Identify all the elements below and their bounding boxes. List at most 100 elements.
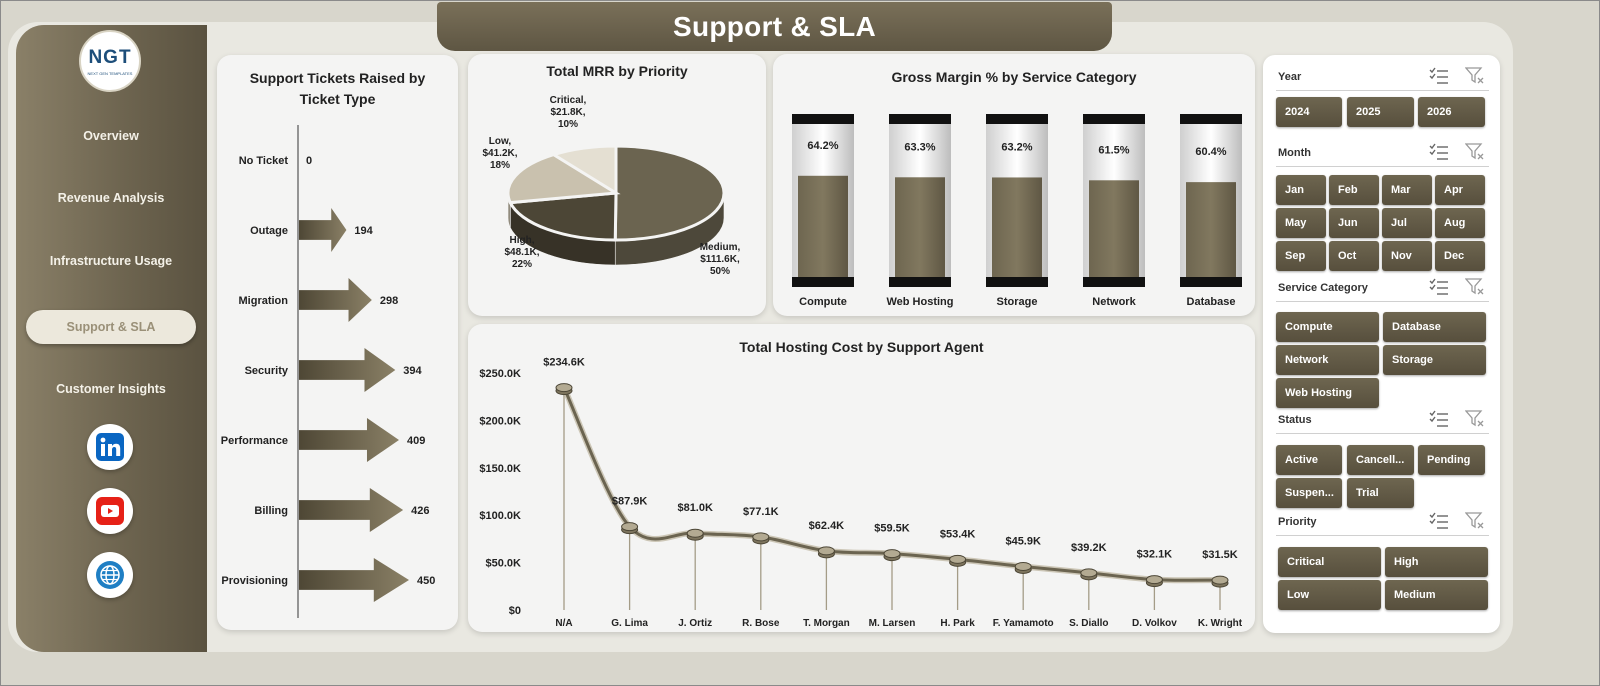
hosting-category-label: D. Volkov	[1132, 618, 1177, 629]
margin-cylinder-base	[986, 277, 1048, 287]
month-dec-button[interactable]: Dec	[1435, 241, 1485, 271]
tickets-category-label: No Ticket	[239, 155, 289, 167]
margin-value-label: 61.5%	[1098, 144, 1129, 156]
clear-filter-icon[interactable]	[1464, 67, 1485, 90]
priority-high-button[interactable]: High	[1385, 547, 1488, 577]
month-jan-button[interactable]: Jan	[1276, 175, 1326, 205]
service-slicer-title: Service Category	[1278, 282, 1368, 294]
hosting-y-tick-label: $50.0K	[486, 558, 522, 570]
status-active-button[interactable]: Active	[1276, 445, 1342, 475]
tickets-category-label: Performance	[221, 435, 288, 447]
margin-cylinder-cap	[792, 114, 854, 124]
hosting-data-label: $77.1K	[743, 506, 779, 518]
service-network-button[interactable]: Network	[1276, 345, 1379, 375]
hosting-category-label: F. Yamamoto	[993, 618, 1054, 629]
hosting-panel: Total Hosting Cost by Support Agent $0 $5…	[468, 324, 1255, 632]
clear-filter-icon[interactable]	[1464, 143, 1485, 166]
nav-overview[interactable]: Overview	[83, 129, 139, 143]
margin-cylinder-base	[889, 277, 951, 287]
tickets-arrow-bar	[299, 558, 409, 602]
month-jun-button[interactable]: Jun	[1329, 208, 1379, 238]
margin-cylinder-cap	[986, 114, 1048, 124]
priority-critical-button[interactable]: Critical	[1278, 547, 1381, 577]
hosting-data-label: $39.2K	[1071, 542, 1107, 554]
hosting-category-label: J. Ortiz	[678, 618, 712, 629]
hosting-category-label: N/A	[555, 618, 572, 629]
tickets-value-label: 450	[417, 575, 435, 587]
pie-data-label: High,	[510, 235, 535, 246]
month-mar-button[interactable]: Mar	[1382, 175, 1432, 205]
month-aug-button[interactable]: Aug	[1435, 208, 1485, 238]
margin-chart-title: Gross Margin % by Service Category	[891, 69, 1137, 85]
margin-category-label: Database	[1187, 296, 1236, 308]
month-jul-button[interactable]: Jul	[1382, 208, 1432, 238]
month-nov-button[interactable]: Nov	[1382, 241, 1432, 271]
pie-data-label: $111.6K,	[700, 254, 740, 265]
hosting-point-marker-top	[883, 549, 901, 559]
mrr-chart-title: Total MRR by Priority	[546, 63, 688, 79]
nav-customer-insights[interactable]: Customer Insights	[56, 382, 166, 396]
month-feb-button[interactable]: Feb	[1329, 175, 1379, 205]
pie-data-label: $48.1K,	[504, 247, 539, 258]
sidebar: NGT NEXT GEN TEMPLATES Overview Revenue …	[16, 25, 207, 652]
tickets-arrow-bar	[299, 488, 404, 532]
service-database-button[interactable]: Database	[1383, 312, 1486, 342]
priority-medium-button[interactable]: Medium	[1385, 580, 1488, 610]
tickets-value-label: 394	[403, 365, 422, 377]
multi-select-icon[interactable]	[1429, 512, 1449, 535]
globe-icon[interactable]	[87, 552, 133, 598]
youtube-icon[interactable]	[87, 488, 133, 534]
hosting-category-label: T. Morgan	[803, 618, 850, 629]
margin-cylinder-cap	[1083, 114, 1145, 124]
year-2024-button[interactable]: 2024	[1276, 97, 1342, 127]
tickets-value-label: 194	[354, 225, 373, 237]
linkedin-icon[interactable]	[87, 424, 133, 470]
hosting-point-marker-top	[1145, 575, 1163, 585]
service-storage-button[interactable]: Storage	[1383, 345, 1486, 375]
tickets-title-line2: Ticket Type	[299, 91, 376, 107]
multi-select-icon[interactable]	[1429, 67, 1449, 90]
priority-low-button[interactable]: Low	[1278, 580, 1381, 610]
status-trial-button[interactable]: Trial	[1347, 478, 1414, 508]
hosting-category-label: M. Larsen	[869, 618, 916, 629]
logo-text: NGT	[88, 46, 132, 68]
margin-cylinder-base	[1083, 277, 1145, 287]
margin-fill-bar	[798, 175, 848, 283]
multi-select-icon[interactable]	[1429, 143, 1449, 166]
pie-data-label: $41.2K,	[482, 148, 517, 159]
status-pending-button[interactable]: Pending	[1418, 445, 1485, 475]
hosting-point-marker-top	[949, 554, 967, 564]
month-may-button[interactable]: May	[1276, 208, 1326, 238]
hosting-y-tick-label: $200.0K	[479, 415, 521, 427]
margin-cylinder-base	[792, 277, 854, 287]
tickets-arrow-bar	[299, 348, 396, 392]
hosting-category-label: K. Wright	[1198, 618, 1243, 629]
tickets-value-label: 426	[411, 505, 429, 517]
month-apr-button[interactable]: Apr	[1435, 175, 1485, 205]
nav-support-sla[interactable]: Support & SLA	[26, 310, 196, 344]
hosting-data-label: $59.5K	[874, 523, 910, 535]
status-cancelled-button[interactable]: Cancell...	[1347, 445, 1414, 475]
tickets-category-label: Outage	[250, 225, 288, 237]
clear-filter-icon[interactable]	[1464, 512, 1485, 535]
hosting-category-label: H. Park	[940, 618, 975, 629]
service-web-hosting-button[interactable]: Web Hosting	[1276, 378, 1379, 408]
pie-data-label: 50%	[710, 266, 730, 277]
year-slicer-title: Year	[1278, 71, 1302, 83]
tickets-value-label: 298	[380, 295, 398, 307]
month-sep-button[interactable]: Sep	[1276, 241, 1326, 271]
clear-filter-icon[interactable]	[1464, 278, 1485, 301]
status-suspended-button[interactable]: Suspen...	[1276, 478, 1342, 508]
nav-infrastructure-usage[interactable]: Infrastructure Usage	[49, 254, 173, 268]
pie-data-label: 10%	[558, 119, 578, 130]
multi-select-icon[interactable]	[1429, 410, 1449, 433]
service-compute-button[interactable]: Compute	[1276, 312, 1379, 342]
multi-select-icon[interactable]	[1429, 278, 1449, 301]
filter-panel: Year 2024 2025 2026 Month Jan Feb Mar Apr Ma…	[1263, 55, 1500, 633]
month-oct-button[interactable]: Oct	[1329, 241, 1379, 271]
clear-filter-icon[interactable]	[1464, 410, 1485, 433]
year-2025-button[interactable]: 2025	[1347, 97, 1414, 127]
hosting-point-marker-top	[621, 522, 639, 532]
nav-revenue-analysis[interactable]: Revenue Analysis	[57, 191, 165, 205]
year-2026-button[interactable]: 2026	[1418, 97, 1485, 127]
